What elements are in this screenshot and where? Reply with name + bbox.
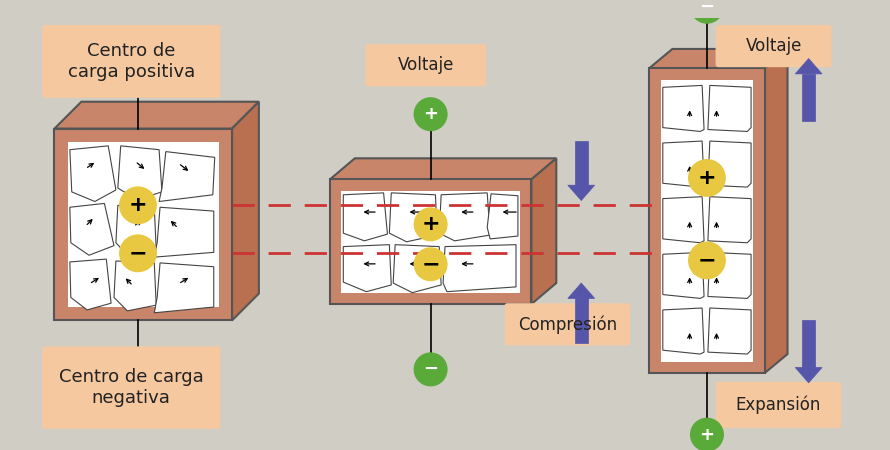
Text: Centro de carga
negativa: Centro de carga negativa [59,368,204,407]
Polygon shape [116,205,157,255]
Polygon shape [330,180,531,304]
Circle shape [415,248,447,280]
Polygon shape [708,308,751,354]
Polygon shape [68,142,219,307]
FancyBboxPatch shape [366,44,486,86]
Circle shape [691,418,724,450]
Polygon shape [443,245,516,292]
Circle shape [415,208,447,241]
Polygon shape [663,86,704,131]
FancyBboxPatch shape [505,303,630,346]
Polygon shape [342,191,520,292]
Polygon shape [575,141,588,185]
Circle shape [415,353,447,386]
Polygon shape [663,141,704,187]
Text: Voltaje: Voltaje [746,37,802,55]
Polygon shape [531,158,556,304]
Polygon shape [575,298,588,342]
FancyBboxPatch shape [42,346,221,429]
Circle shape [120,187,157,224]
Polygon shape [708,252,751,298]
Text: −: − [129,243,147,263]
Polygon shape [802,320,815,368]
Polygon shape [440,193,490,241]
Text: Voltaje: Voltaje [398,56,454,74]
Polygon shape [650,68,765,373]
Polygon shape [389,193,437,242]
FancyBboxPatch shape [716,25,831,67]
Text: −: − [698,250,716,270]
Text: Expansión: Expansión [736,396,821,414]
Polygon shape [344,245,392,292]
Polygon shape [663,308,704,354]
Text: −: − [423,360,438,378]
Polygon shape [54,102,259,129]
Polygon shape [114,261,157,311]
Text: +: + [700,426,715,444]
Polygon shape [393,245,441,292]
Polygon shape [708,141,751,187]
Polygon shape [568,283,595,298]
Polygon shape [54,129,232,320]
Text: Compresión: Compresión [518,315,617,333]
Polygon shape [663,252,704,298]
Text: −: − [700,0,715,16]
Text: +: + [698,168,716,188]
Polygon shape [568,185,595,201]
Polygon shape [117,146,162,200]
Text: +: + [421,214,440,234]
Text: −: − [421,254,440,274]
Polygon shape [765,49,788,373]
FancyBboxPatch shape [716,382,841,428]
Polygon shape [661,80,753,362]
Polygon shape [69,146,116,202]
Circle shape [689,160,725,196]
Circle shape [120,235,157,271]
Polygon shape [154,263,214,313]
Polygon shape [487,194,518,239]
Circle shape [415,98,447,130]
Polygon shape [650,49,788,68]
Polygon shape [802,74,815,121]
Polygon shape [344,193,387,241]
Polygon shape [330,158,556,180]
Polygon shape [795,368,822,383]
Polygon shape [159,152,214,202]
Circle shape [689,242,725,279]
Text: +: + [423,105,438,123]
FancyBboxPatch shape [42,25,221,98]
Polygon shape [232,102,259,320]
Polygon shape [154,207,214,257]
Polygon shape [69,203,114,255]
Polygon shape [708,86,751,131]
Polygon shape [69,259,111,310]
Polygon shape [795,58,822,74]
Polygon shape [663,197,704,243]
Text: +: + [129,195,147,216]
Polygon shape [708,197,751,243]
Circle shape [691,0,724,23]
Text: Centro de
carga positiva: Centro de carga positiva [68,42,195,81]
